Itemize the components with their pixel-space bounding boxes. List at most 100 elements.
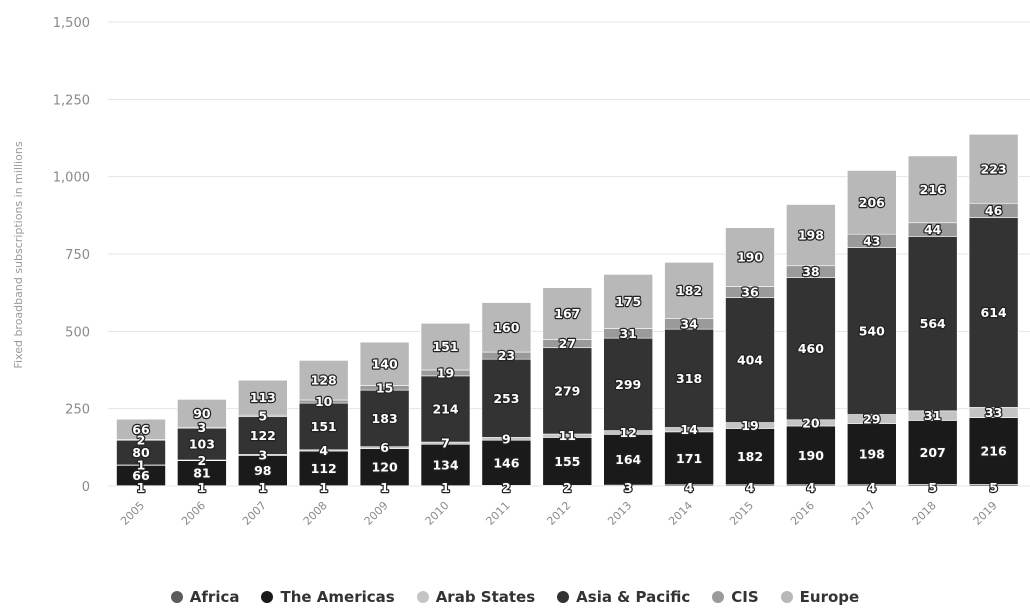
data-label: 1 xyxy=(441,480,450,495)
data-label: 98 xyxy=(254,463,271,478)
data-label: 3 xyxy=(198,420,207,435)
legend: Africa The Americas Arab States Asia & Paci… xyxy=(0,588,1030,606)
bar-segment xyxy=(603,434,654,486)
legend-item[interactable]: Europe xyxy=(780,588,859,606)
data-label: 6 xyxy=(380,440,389,455)
bar-segment xyxy=(542,347,593,435)
x-tick-label: 2012 xyxy=(544,499,573,528)
data-label: 7 xyxy=(441,436,450,451)
bar-segment xyxy=(238,416,288,455)
data-label: 4 xyxy=(867,480,876,495)
data-label: 11 xyxy=(559,428,576,443)
y-tick-label: 0 xyxy=(82,480,90,495)
bar-segment xyxy=(907,420,958,485)
legend-item[interactable]: CIS xyxy=(712,588,759,606)
data-label: 460 xyxy=(798,341,824,356)
bar-segment xyxy=(177,460,227,486)
bar-segment xyxy=(177,399,227,428)
legend-marker xyxy=(170,591,183,603)
data-label: 190 xyxy=(798,448,824,463)
legend-label: Arab States xyxy=(435,588,536,606)
segment-labels: 1661802661812103390198312251131112415110… xyxy=(131,160,1008,496)
bar-segment xyxy=(420,322,471,371)
y-tick-label: 1,250 xyxy=(53,93,90,108)
bar-segment xyxy=(603,337,654,431)
bar-segment xyxy=(786,277,836,421)
data-label: 29 xyxy=(863,412,880,427)
x-tick-label: 2006 xyxy=(179,499,208,528)
bar-segment xyxy=(177,427,227,461)
bar-segment xyxy=(664,262,714,319)
data-label: 151 xyxy=(432,339,458,354)
data-label: 27 xyxy=(559,336,576,351)
data-label: 164 xyxy=(615,452,641,467)
data-label: 2 xyxy=(502,480,511,495)
data-label: 2 xyxy=(563,480,572,495)
bar-segment xyxy=(786,204,836,267)
data-label: 5 xyxy=(928,480,937,495)
data-label: 81 xyxy=(193,466,210,481)
bar-segment xyxy=(481,439,532,486)
data-label: 318 xyxy=(676,371,702,386)
data-label: 33 xyxy=(985,405,1002,420)
x-tick-label: 2014 xyxy=(666,499,695,528)
data-label: 9 xyxy=(502,431,511,446)
bar-segment xyxy=(968,417,1019,485)
data-label: 15 xyxy=(376,380,393,395)
data-label: 146 xyxy=(493,455,519,470)
y-axis-ticks: 0 250 500 750 1,000 1,250 1,500 xyxy=(53,16,90,495)
y-tick-label: 1,500 xyxy=(53,16,90,31)
bar-segment xyxy=(481,358,532,438)
data-label: 128 xyxy=(311,373,337,388)
bar-segment xyxy=(786,425,836,486)
x-tick-label: 2011 xyxy=(484,499,513,528)
data-label: 1 xyxy=(319,480,328,495)
data-label: 2 xyxy=(198,453,207,468)
bar-segment xyxy=(359,341,410,386)
data-label: 183 xyxy=(372,411,398,426)
data-label: 216 xyxy=(920,182,946,197)
data-label: 216 xyxy=(981,444,1007,459)
x-tick-label: 2007 xyxy=(240,499,269,528)
x-tick-label: 2016 xyxy=(788,499,817,528)
data-label: 112 xyxy=(311,461,337,476)
y-tick-label: 1,000 xyxy=(53,171,90,186)
data-label: 66 xyxy=(132,468,150,483)
data-label: 46 xyxy=(985,203,1003,218)
data-label: 1 xyxy=(198,480,207,495)
data-label: 113 xyxy=(250,390,276,405)
data-label: 5 xyxy=(258,408,267,423)
legend-item[interactable]: The Americas xyxy=(261,588,395,606)
bar-segment xyxy=(481,302,532,353)
legend-item[interactable]: Arab States xyxy=(416,588,536,606)
bar-segment xyxy=(359,448,410,486)
bar-segment xyxy=(420,443,471,486)
legend-label: CIS xyxy=(731,588,759,606)
data-label: 1 xyxy=(380,480,389,495)
x-tick-label: 2017 xyxy=(849,499,878,528)
data-label: 564 xyxy=(920,316,946,331)
data-label: 3 xyxy=(624,480,633,495)
bar-segment xyxy=(968,133,1019,204)
legend-item[interactable]: Asia & Pacific xyxy=(557,588,690,606)
legend-marker xyxy=(261,591,274,603)
data-label: 614 xyxy=(981,305,1007,320)
data-label: 4 xyxy=(807,480,816,495)
data-label: 2 xyxy=(137,432,146,447)
data-label: 279 xyxy=(554,383,580,398)
bar-segment xyxy=(298,360,349,401)
legend-marker xyxy=(557,591,570,603)
bar-segment xyxy=(298,402,349,451)
bar-segment xyxy=(907,155,958,224)
data-label: 182 xyxy=(737,449,763,464)
legend-label: The Americas xyxy=(280,588,395,606)
data-label: 134 xyxy=(432,457,458,472)
data-label: 10 xyxy=(315,394,333,409)
data-label: 3 xyxy=(258,447,267,462)
bar-segment xyxy=(725,227,775,287)
data-label: 182 xyxy=(676,283,702,298)
data-label: 44 xyxy=(924,222,942,237)
bar-segment xyxy=(846,247,897,415)
legend-item[interactable]: Africa xyxy=(170,588,239,606)
